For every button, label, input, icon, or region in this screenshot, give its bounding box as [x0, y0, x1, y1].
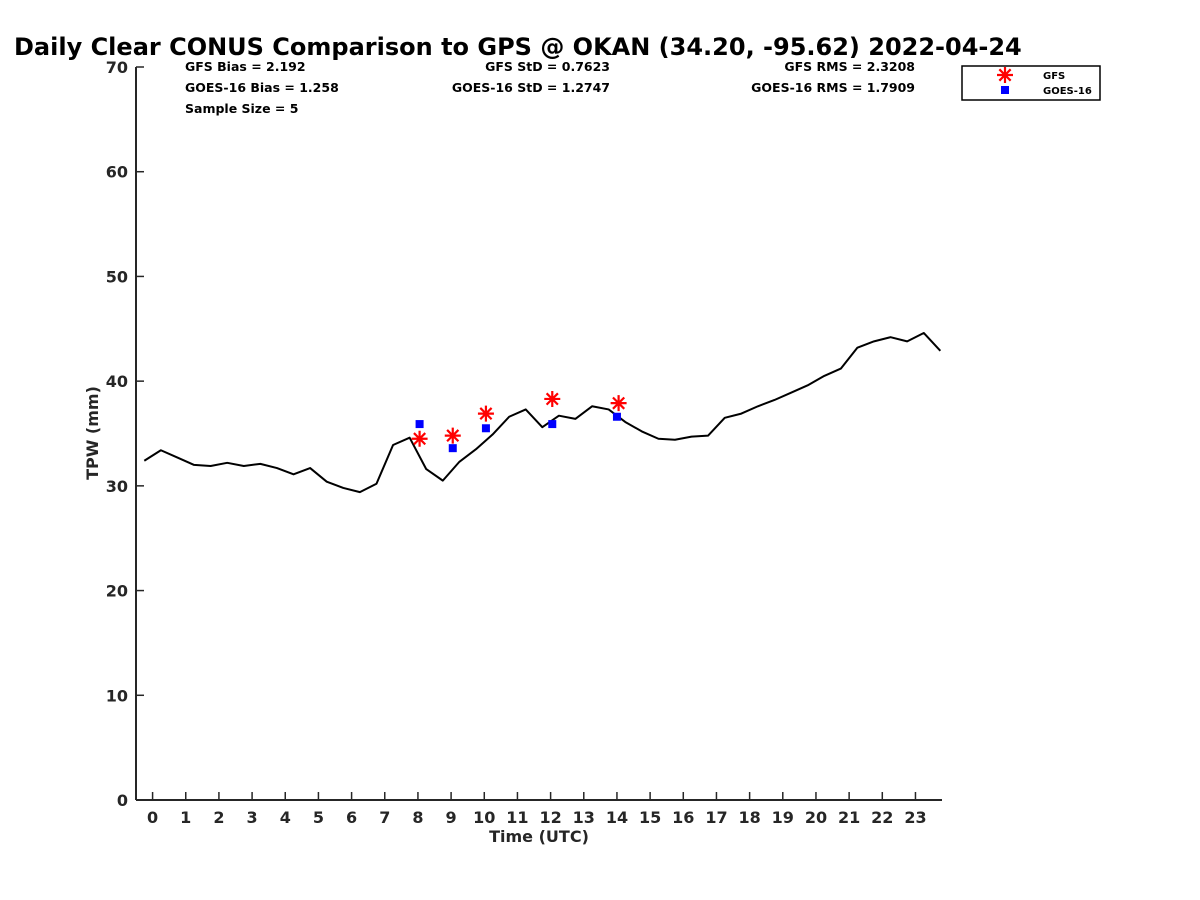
series-layer [143, 331, 942, 494]
x-axis-label: Time (UTC) [489, 827, 589, 846]
legend-gfs-star [997, 67, 1013, 83]
goes-rms-annotation: GOES-16 RMS = 1.7909 [751, 80, 915, 95]
x-tick-label: 0 [147, 808, 158, 827]
x-tick-label: 18 [738, 808, 760, 827]
x-tick-label: 13 [573, 808, 595, 827]
x-tick-label: 20 [805, 808, 827, 827]
x-tick-label: 3 [247, 808, 258, 827]
gfs-rms-annotation: GFS RMS = 2.3208 [784, 59, 915, 74]
y-tick-label: 10 [106, 686, 128, 705]
legend-gfs-star-marker [997, 67, 1013, 83]
gfs-point [444, 427, 461, 444]
x-tick-label: 15 [639, 808, 661, 827]
goes16-point [448, 444, 457, 453]
gfs-point [544, 390, 561, 407]
y-tick-label: 60 [106, 163, 128, 182]
gfs-bias-annotation: GFS Bias = 2.192 [185, 59, 306, 74]
y-tick-label: 70 [106, 58, 128, 77]
y-tick-label: 0 [117, 791, 128, 810]
x-tick-label: 1 [180, 808, 191, 827]
goes16-point [481, 424, 490, 433]
x-tick-label: 21 [838, 808, 860, 827]
x-tick-label: 8 [412, 808, 423, 827]
x-tick-label: 9 [446, 808, 457, 827]
goes-bias-annotation: GOES-16 Bias = 1.258 [185, 80, 339, 95]
x-tick-label: 5 [313, 808, 324, 827]
x-tick-label: 6 [346, 808, 357, 827]
gfs-point [411, 430, 428, 447]
y-tick-label: 40 [106, 372, 128, 391]
legend-label-goes16: GOES-16 [1043, 86, 1092, 97]
gfs-point [610, 395, 627, 412]
x-tick-label: 14 [606, 808, 628, 827]
x-tick-label: 17 [705, 808, 727, 827]
chart-title: Daily Clear CONUS Comparison to GPS @ OK… [14, 33, 1022, 61]
x-tick-label: 2 [213, 808, 224, 827]
goes16-point [548, 420, 557, 429]
y-tick-label: 50 [106, 267, 128, 286]
gfs-point [477, 405, 494, 422]
goes16-point [612, 412, 621, 421]
x-tick-label: 4 [280, 808, 291, 827]
legend-box [961, 65, 1101, 101]
legend-label-gfs: GFS [1043, 71, 1065, 82]
x-tick-label: 23 [904, 808, 926, 827]
x-tick-label: 12 [539, 808, 561, 827]
gps-tpw-line [143, 331, 942, 494]
y-tick-label: 20 [106, 582, 128, 601]
x-tick-label: 7 [379, 808, 390, 827]
y-tick-label: 30 [106, 477, 128, 496]
y-axis-label: TPW (mm) [83, 386, 102, 480]
x-tick-label: 22 [871, 808, 893, 827]
x-tick-label: 19 [772, 808, 794, 827]
goes16-point [415, 420, 424, 429]
x-tick-label: 10 [473, 808, 495, 827]
gfs-std-annotation: GFS StD = 0.7623 [485, 59, 610, 74]
legend-goes-square-marker [1001, 86, 1009, 94]
legend: GFS GOES-16 [961, 65, 1101, 101]
goes-std-annotation: GOES-16 StD = 1.2747 [452, 80, 610, 95]
sample-size-annotation: Sample Size = 5 [185, 101, 298, 116]
x-tick-label: 11 [506, 808, 528, 827]
x-tick-label: 16 [672, 808, 694, 827]
